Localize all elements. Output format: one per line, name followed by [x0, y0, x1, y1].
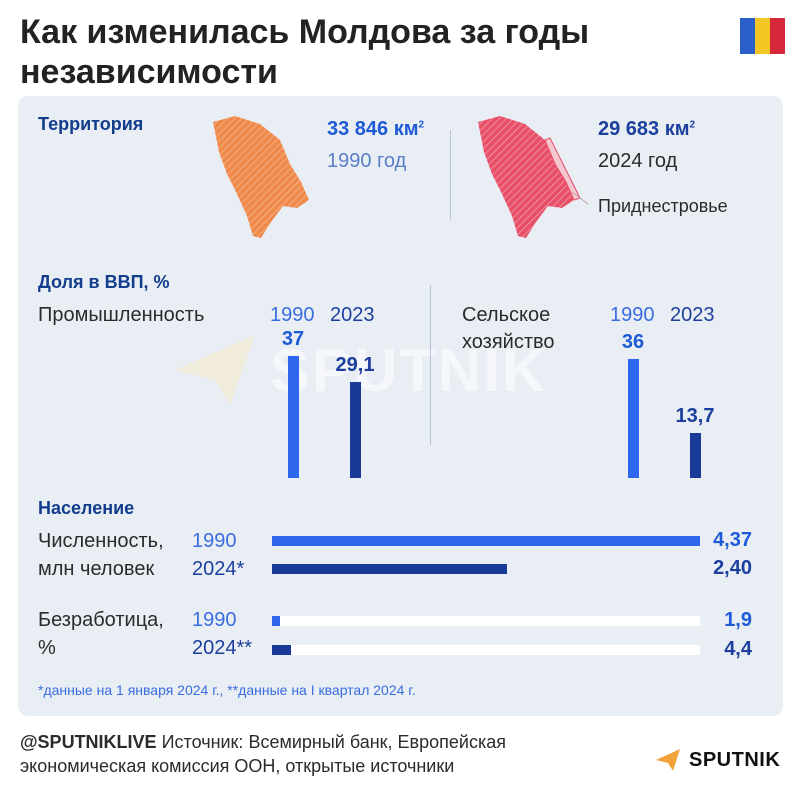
population-heading: Население [38, 498, 135, 518]
unemployment-bar-1990 [272, 616, 281, 626]
population-year1: 1990 [192, 530, 237, 552]
moldova-map-1990-icon [213, 116, 309, 238]
source-text: @SPUTNIKLIVE Источник: Всемирный банк, Е… [20, 730, 580, 778]
area-1990-sup: 2 [418, 119, 425, 131]
area-1990: 33 846 км2 [327, 118, 424, 141]
industry-year1: 1990 [270, 304, 315, 326]
moldova-map-2024-icon [478, 116, 589, 238]
year-1990-label: 1990 год [327, 150, 407, 172]
agri-value-label-2023: 13,7 [675, 404, 715, 427]
sputnik-watermark: SPUTNIK [170, 330, 547, 410]
unemployment-value-label-1990: 1,9 [724, 609, 752, 631]
agri-year2: 2023 [670, 304, 715, 326]
page-title: Как изменилась Молдова за годы независим… [20, 13, 590, 91]
source-body: Источник: Всемирный банк, Европейская эк… [20, 732, 506, 776]
industry-bar-1990 [287, 355, 299, 478]
population-label-line2: млн человек [38, 558, 155, 580]
transnistria-label: Приднестровье [598, 196, 728, 216]
agri-value-label-1990: 36 [621, 331, 645, 354]
content-panel [18, 96, 783, 716]
unemployment-year1: 1990 [192, 609, 237, 631]
flag-stripe-yellow [755, 18, 770, 54]
population-bar-1990 [272, 536, 700, 546]
area-2024-value: 29 683 км [598, 118, 690, 140]
gdp-divider [430, 285, 431, 445]
agri-bar-2023 [689, 432, 701, 478]
gdp-heading: Доля в ВВП, % [38, 272, 170, 292]
population-value-label-1990: 4,37 [713, 529, 752, 551]
footnote: *данные на 1 января 2024 г., **данные на… [38, 682, 416, 698]
year-2024-label: 2024 год [598, 150, 678, 172]
unemployment-label-line2: % [38, 637, 56, 659]
population-year2: 2024* [192, 558, 245, 580]
agri-bar-1990 [627, 359, 639, 478]
sputnik-handle: @SPUTNIKLIVE [20, 732, 157, 752]
territory-heading: Территория [38, 114, 144, 134]
agri-label-line2: хозяйство [462, 331, 555, 353]
unemployment-year2: 2024** [192, 637, 253, 659]
unemployment-track-2024** [272, 645, 700, 655]
population-bar-2024* [272, 564, 508, 574]
sputnik-logo: SPUTNIK [655, 748, 780, 772]
industry-year2: 2023 [330, 304, 375, 326]
unemployment-label-line1: Безработица, [38, 609, 164, 631]
industry-value-label-1990: 37 [281, 327, 305, 350]
population-value-label-2024*: 2,40 [713, 557, 752, 579]
industry-label: Промышленность [38, 304, 205, 326]
population-label-line1: Численность, [38, 530, 164, 552]
area-2024: 29 683 км2 [598, 118, 695, 141]
agri-year1: 1990 [610, 304, 655, 326]
area-1990-value: 33 846 км [327, 118, 419, 140]
territory-divider [450, 130, 451, 220]
unemployment-bar-2024** [272, 645, 291, 655]
sputnik-logo-text: SPUTNIK [689, 748, 781, 771]
agri-label-line1: Сельское [462, 304, 551, 326]
watermark-text: SPUTNIK [270, 336, 548, 404]
industry-value-label-2023: 29,1 [335, 353, 375, 376]
area-2024-sup: 2 [689, 119, 696, 131]
unemployment-value-label-2024**: 4,4 [724, 638, 752, 660]
sputnik-watermark-icon [175, 335, 255, 405]
unemployment-track-1990 [272, 616, 700, 626]
moldova-flag-icon [740, 18, 785, 54]
industry-bar-2023 [349, 381, 361, 478]
flag-stripe-blue [740, 18, 755, 54]
sputnik-logo-icon [656, 749, 680, 771]
flag-stripe-red [770, 18, 785, 54]
